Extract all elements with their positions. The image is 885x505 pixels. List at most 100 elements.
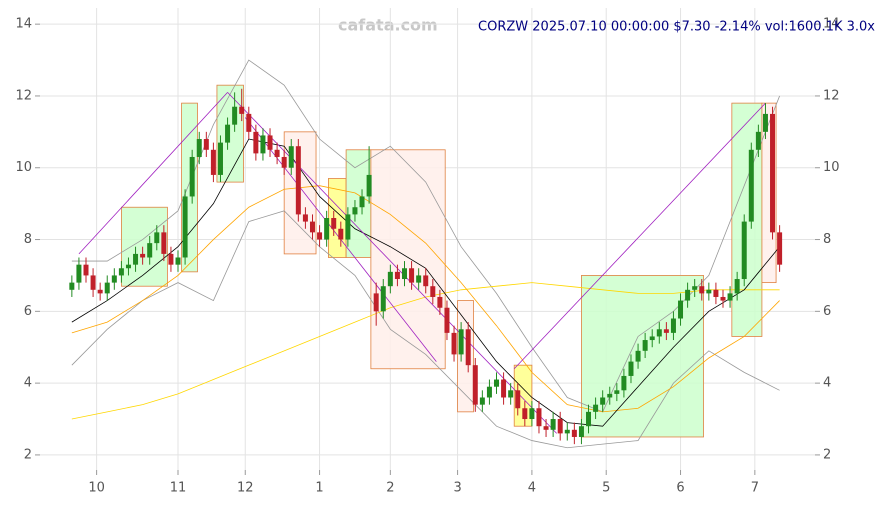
candle-body [168,253,174,265]
candle-body [401,268,407,280]
candle-body [253,131,259,154]
zone-box [120,206,168,287]
candle-body [225,124,231,143]
candle-body [734,279,740,294]
y-tick-label: 2 [823,447,831,462]
candle-body [175,257,181,265]
zone-box [370,149,446,370]
x-tick-label: 1 [315,481,323,496]
candle-body [529,408,535,420]
candle-body [706,289,712,294]
candle-body [564,429,570,434]
candle-body [324,218,330,240]
candle-body [97,289,103,294]
candle-body [727,293,733,301]
candle-body [210,149,216,175]
candle-body [118,268,124,276]
candle-body [755,131,761,150]
y-tick-label: 8 [823,232,831,247]
candle-body [458,329,464,355]
x-tick-label: 5 [602,481,610,496]
x-tick-label: 6 [676,481,684,496]
candle-body [246,113,252,132]
candle-body [670,318,676,333]
candle-body [635,350,641,362]
y-tick-label: 2 [24,447,32,462]
x-tick-label: 11 [170,481,187,496]
candle-body [90,275,96,290]
candle-body [345,214,351,240]
candle-body [281,156,287,168]
zone-box [513,364,533,427]
watermark: cafata.com [338,16,438,35]
candle-body [522,408,528,420]
candle-body [692,286,698,290]
candle-body [748,149,754,222]
candle-body [628,361,634,376]
candle-body [472,365,478,405]
candle-body [203,139,209,150]
candle-body [578,426,584,437]
y-tick-label: 6 [24,304,32,319]
indicator-line [71,138,780,427]
candle-body [69,282,75,290]
y-tick-label: 12 [823,88,840,103]
candle-body [501,379,507,398]
indicator-line [71,210,780,449]
candle-body [465,329,471,366]
candle-body [154,232,160,244]
candle-body [133,253,139,265]
y-tick-label: 10 [15,160,32,175]
candle-body [260,135,266,154]
candle-body [76,264,82,283]
x-tick-label: 2 [386,481,394,496]
y-tick-label: 4 [823,376,831,391]
candle-body [373,293,379,312]
candle-body [182,196,188,258]
candle-body [600,397,606,405]
candle-body [189,156,195,197]
candle-body [366,174,372,197]
candle-body [352,207,358,215]
x-tick-label: 4 [528,481,536,496]
candle-body [770,113,776,233]
candle-body [642,340,648,351]
candle-body [451,332,457,355]
zone-box [581,275,704,438]
candle-body [140,253,146,258]
candle-body [104,282,110,294]
candle-body [508,390,514,398]
indicator-line [71,185,780,413]
candle-body [586,411,592,427]
candle-body [741,221,747,280]
candle-body [557,419,563,434]
candle-body [423,275,429,287]
x-tick-label: 7 [751,481,759,496]
candle-body [550,419,556,430]
candle-body [239,106,245,114]
y-tick-label: 14 [15,17,32,32]
y-tick-label: 8 [24,232,32,247]
candle-body [274,149,280,157]
candle-body [196,139,202,157]
candle-body [380,286,386,312]
candle-body [678,300,684,319]
candle-body [494,379,500,387]
candle-body [288,146,294,168]
candle-body [338,228,344,240]
y-tick-label: 10 [823,160,840,175]
candle-body [607,393,613,398]
candle-body [663,329,669,333]
candle-body [536,408,542,427]
candle-body [713,289,719,297]
candle-body [267,135,273,150]
candle-body [295,146,301,215]
candle-body [232,106,238,125]
candle-body [416,275,422,283]
candle-body [387,271,393,287]
candle-body [720,296,726,301]
y-tick-label: 14 [823,17,840,32]
candle-body [593,404,599,412]
candle-body [479,397,485,405]
x-tick-label: 10 [88,481,105,496]
